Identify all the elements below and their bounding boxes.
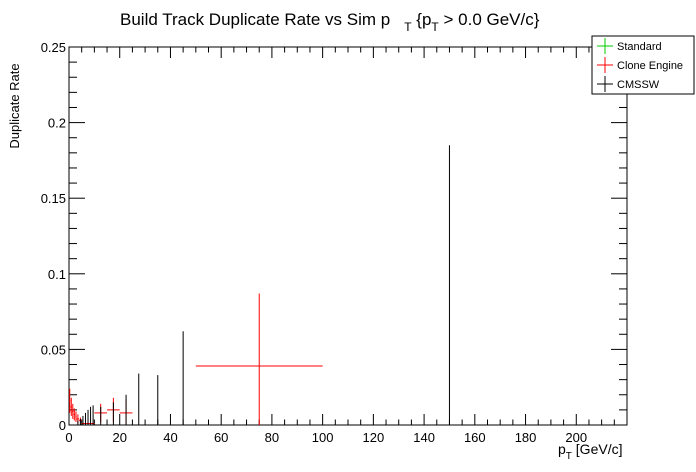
legend-entry: CMSSW [597,76,660,92]
x-tick-label: 100 [312,430,334,445]
data-point [69,388,71,413]
x-tick-label: 140 [413,430,435,445]
y-axis-label: Duplicate Rate [7,63,22,148]
axis-tick-labels: 0 20 40 60 80 100 120 140 160 180 200 0 0.05 0.1 0.15 0… [41,40,587,445]
data-point [72,403,74,419]
data-point [70,397,73,416]
legend-entry: Standard [597,38,662,54]
axis-ticks [68,46,628,426]
legend-label: CMSSW [617,79,660,91]
y-tick-label: 0.05 [41,342,66,357]
x-tick-label: 20 [112,430,126,445]
legend-label: Standard [617,41,662,53]
y-tick-label: 0.1 [48,267,66,282]
data-point [75,411,77,422]
x-axis-label: pT [GeV/c] [558,441,622,462]
x-tick-label: 80 [265,430,279,445]
legend: Standard Clone Engine CMSSW [591,35,695,95]
x-tick-label: 160 [464,430,486,445]
x-tick-label: 60 [214,430,228,445]
x-tick-label: 200 [565,430,587,445]
y-tick-label: 0.25 [41,40,66,55]
data-marks [69,145,450,425]
y-tick-label: 0 [59,418,66,433]
x-tick-label: 120 [363,430,385,445]
legend-entry: Clone Engine [597,57,683,73]
x-tick-label: 40 [163,430,177,445]
data-point [195,293,323,425]
x-tick-label: 180 [515,430,537,445]
legend-label: Clone Engine [617,60,683,72]
data-point [73,408,76,421]
series-cmssw [77,145,450,425]
y-tick-label: 0.15 [41,191,66,206]
x-tick-label: 0 [65,430,72,445]
y-tick-label: 0.2 [48,116,66,131]
